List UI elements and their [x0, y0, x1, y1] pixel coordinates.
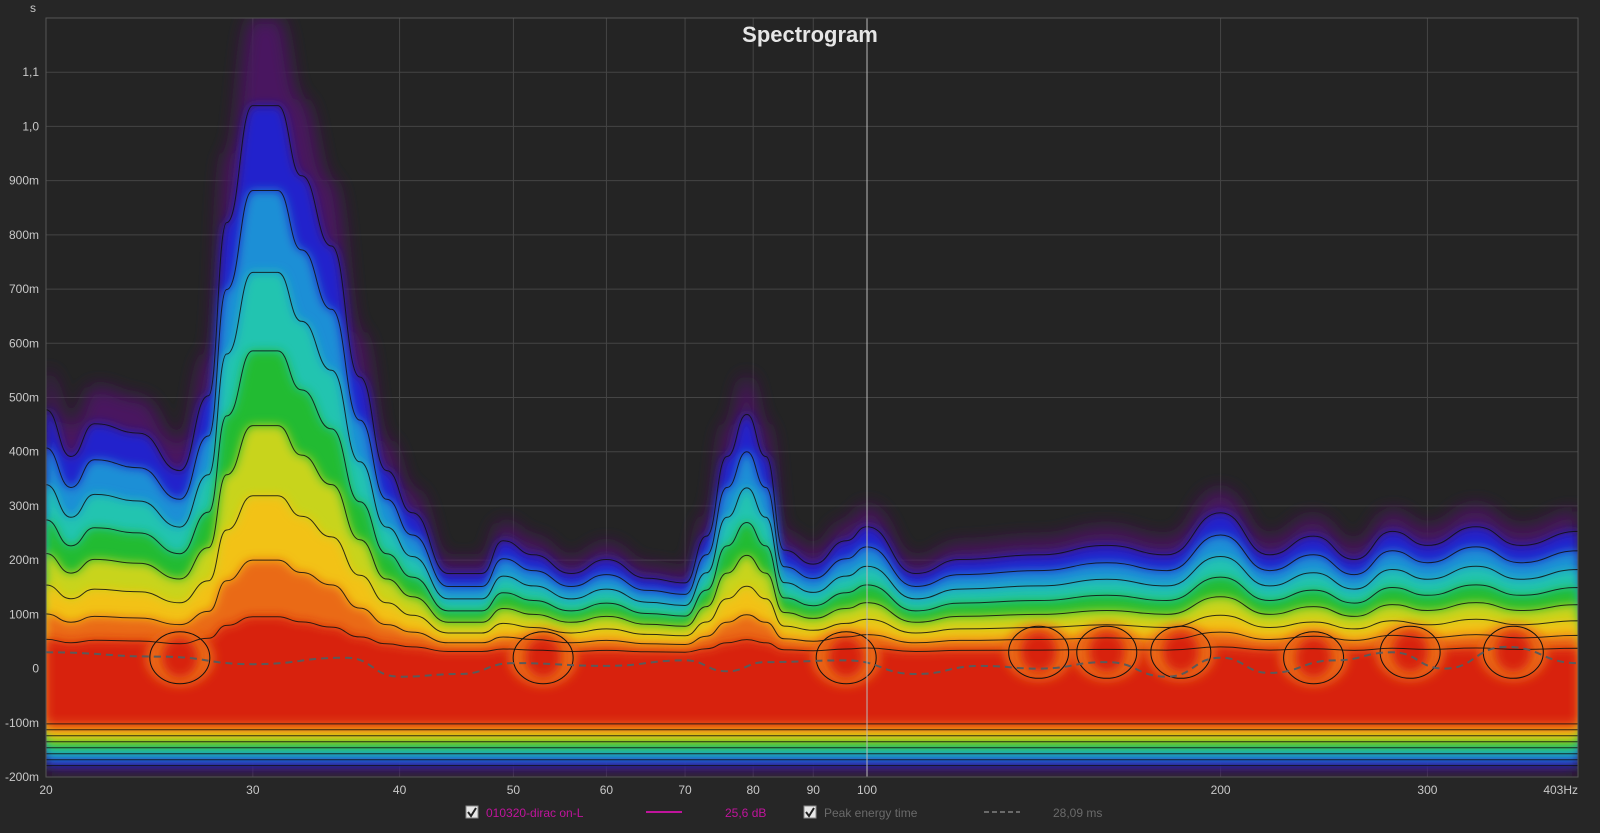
resonance-core: [1392, 632, 1429, 673]
legend-name: 010320-dirac on-L: [486, 806, 584, 820]
spectrogram-contours: [46, 105, 1578, 767]
chart-title: Spectrogram: [742, 22, 878, 47]
x-tick-label: 50: [507, 783, 521, 797]
hotspot-contour: [1008, 625, 1070, 679]
y-tick-label: 900m: [9, 174, 39, 188]
legend-name: Peak energy time: [824, 806, 918, 820]
legend-value: 25,6 dB: [725, 806, 766, 820]
resonance-core: [1162, 632, 1199, 673]
hotspot-contour: [815, 631, 877, 685]
x-tick-label: 30: [246, 783, 260, 797]
resonance-core: [828, 637, 865, 678]
y-tick-label: 500m: [9, 391, 39, 405]
hotspot-contour: [1076, 625, 1138, 679]
x-tick-label: 20: [39, 783, 53, 797]
contour-line: [46, 425, 1578, 743]
contour-line: [46, 350, 1578, 749]
contour-line: [46, 495, 1578, 737]
y-tick-label: 300m: [9, 499, 39, 513]
x-tick-label: 100: [857, 783, 877, 797]
contour-line: [46, 559, 1578, 731]
y-tick-label: 1,0: [22, 119, 39, 133]
check-icon: [467, 807, 477, 818]
x-tick-label: 70: [678, 783, 692, 797]
contour-line: [46, 271, 1578, 755]
legend-item: Peak energy time 28,09 ms: [803, 805, 1102, 820]
x-tick-label: 40: [393, 783, 407, 797]
y-tick-label: 200m: [9, 553, 39, 567]
x-tick-label: 200: [1211, 783, 1231, 797]
y-tick-label: 600m: [9, 336, 39, 350]
resonance-core: [525, 637, 562, 678]
x-tick-label: 403Hz: [1543, 783, 1578, 797]
resonance-core: [1495, 632, 1532, 673]
check-icon: [805, 807, 815, 818]
x-tick-label: 300: [1417, 783, 1437, 797]
y-tick-label: 100m: [9, 607, 39, 621]
y-axis-ticks: 1,1 1,0 900m 800m 700m 600m 500m 400m 300m 200m 10…: [5, 65, 39, 784]
y-tick-label: 800m: [9, 228, 39, 242]
x-axis-ticks: 20 30 40 50 60 70 80 90 100 200 300 403Hz: [39, 783, 1578, 797]
y-tick-label: 400m: [9, 445, 39, 459]
y-tick-label: -200m: [5, 770, 39, 784]
y-tick-label: 700m: [9, 282, 39, 296]
x-tick-label: 60: [600, 783, 614, 797]
legend-value: 28,09 ms: [1053, 806, 1102, 820]
contour-line: [46, 190, 1578, 761]
x-tick-label: 90: [807, 783, 821, 797]
hotspot-contour: [1283, 631, 1345, 685]
hotspot-contour: [512, 631, 574, 685]
y-tick-label: 0: [32, 662, 39, 676]
hotspot-contour: [149, 631, 211, 685]
y-unit-label: s: [30, 1, 36, 15]
heat-band: [46, 616, 1578, 724]
y-tick-label: 1,1: [22, 65, 39, 79]
resonance-core: [1295, 637, 1332, 678]
hotspot-contour: [1150, 625, 1212, 679]
plot-frame: [45, 17, 1579, 778]
contour-line: [46, 105, 1578, 767]
y-tick-label: -100m: [5, 716, 39, 730]
legend-item: 010320-dirac on-L 25,6 dB: [465, 805, 766, 820]
legend: 010320-dirac on-L 25,6 dB Peak energy time…: [465, 805, 1102, 820]
contour-line: [46, 616, 1578, 725]
resonance-core: [1020, 632, 1057, 673]
x-tick-label: 80: [746, 783, 760, 797]
